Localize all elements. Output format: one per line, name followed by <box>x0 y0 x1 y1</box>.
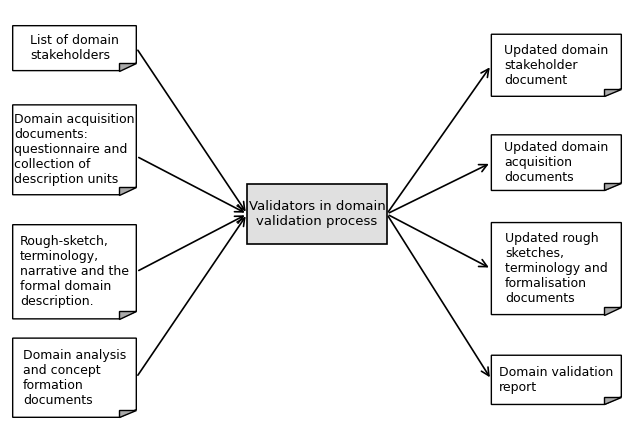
Text: Domain analysis
and concept
formation
documents: Domain analysis and concept formation do… <box>23 349 126 407</box>
Text: Domain acquisition
documents:
questionnaire and
collection of
description units: Domain acquisition documents: questionna… <box>14 113 135 186</box>
Polygon shape <box>491 34 621 96</box>
Text: Validators in domain
validation process: Validators in domain validation process <box>249 200 385 228</box>
Polygon shape <box>119 63 136 71</box>
Text: Rough-sketch,
terminology,
narrative and the
formal domain
description.: Rough-sketch, terminology, narrative and… <box>20 235 129 308</box>
Text: Updated domain
acquisition
documents: Updated domain acquisition documents <box>504 141 609 184</box>
Polygon shape <box>604 397 621 404</box>
FancyBboxPatch shape <box>247 184 387 244</box>
Polygon shape <box>491 135 621 190</box>
Polygon shape <box>604 89 621 96</box>
Polygon shape <box>13 338 136 417</box>
Text: Updated rough
sketches,
terminology and
formalisation
documents: Updated rough sketches, terminology and … <box>505 232 608 305</box>
Polygon shape <box>13 105 136 195</box>
Polygon shape <box>119 311 136 319</box>
Polygon shape <box>13 225 136 319</box>
Polygon shape <box>604 183 621 190</box>
Polygon shape <box>119 187 136 195</box>
Polygon shape <box>119 410 136 417</box>
Text: List of domain
stakeholders: List of domain stakeholders <box>30 34 119 62</box>
Text: Updated domain
stakeholder
document: Updated domain stakeholder document <box>504 44 609 87</box>
Polygon shape <box>491 355 621 404</box>
Polygon shape <box>604 307 621 315</box>
Polygon shape <box>491 223 621 315</box>
Text: Domain validation
report: Domain validation report <box>499 366 614 394</box>
Polygon shape <box>13 26 136 71</box>
